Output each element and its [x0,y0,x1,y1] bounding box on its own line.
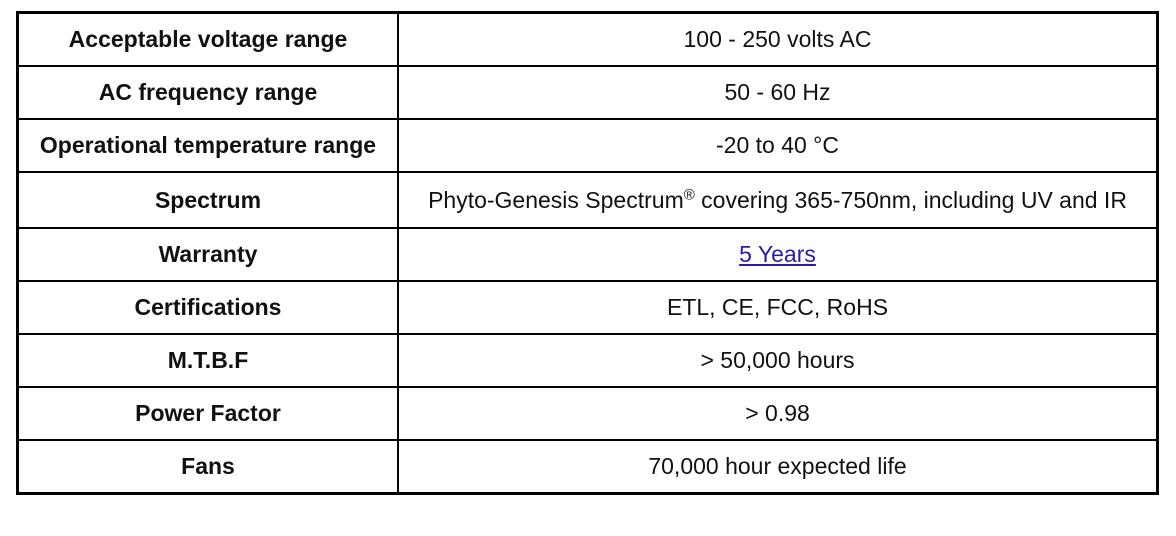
spec-label: Warranty [16,227,399,282]
spec-label: Certifications [16,280,399,335]
spec-label: Operational temperature range [16,118,399,173]
spec-label: AC frequency range [16,65,399,120]
spectrum-range: covering 365-750nm, including UV and IR [694,186,1127,213]
spec-value: 70,000 hour expected life [397,439,1159,495]
spec-label: Power Factor [16,386,399,441]
warranty-link[interactable]: 5 Years [739,241,816,267]
table-row: Certifications ETL, CE, FCC, RoHS [16,280,1159,335]
spec-value: -20 to 40 °C [397,118,1159,173]
table-row: Spectrum Phyto-Genesis Spectrum® coverin… [16,171,1159,229]
spec-value: 100 - 250 volts AC [397,11,1159,67]
spec-value: ETL, CE, FCC, RoHS [397,280,1159,335]
table-row: M.T.B.F > 50,000 hours [16,333,1159,388]
table-row: Warranty 5 Years [16,227,1159,282]
spec-value: > 50,000 hours [397,333,1159,388]
specifications-table: Acceptable voltage range 100 - 250 volts… [16,11,1159,495]
spec-value: Phyto-Genesis Spectrum® covering 365-750… [397,171,1159,229]
table-row: Power Factor > 0.98 [16,386,1159,441]
spec-value: 5 Years [397,227,1159,282]
spec-label: M.T.B.F [16,333,399,388]
registered-mark: ® [683,185,695,203]
spec-label: Spectrum [16,171,399,229]
spec-value: > 0.98 [397,386,1159,441]
spec-label: Fans [16,439,399,495]
table-row: Operational temperature range -20 to 40 … [16,118,1159,173]
spec-value: 50 - 60 Hz [397,65,1159,120]
spectrum-name: Phyto-Genesis Spectrum [428,186,684,213]
table-row: AC frequency range 50 - 60 Hz [16,65,1159,120]
table-row: Acceptable voltage range 100 - 250 volts… [16,11,1159,67]
table-row: Fans 70,000 hour expected life [16,439,1159,495]
spec-label: Acceptable voltage range [16,11,399,67]
